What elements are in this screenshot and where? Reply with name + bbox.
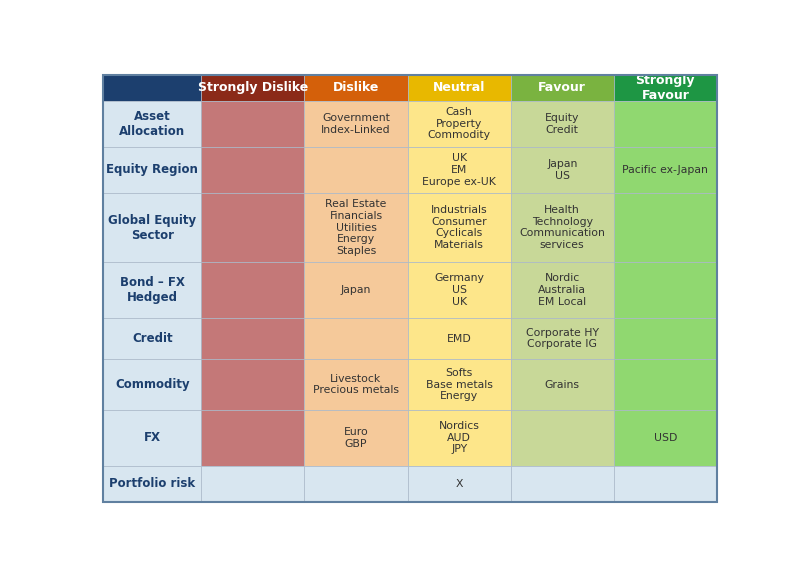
Bar [202, 466, 305, 502]
Text: Corporate HY
Corporate IG: Corporate HY Corporate IG [526, 328, 598, 349]
Text: Neutral: Neutral [433, 81, 486, 94]
Bar [510, 410, 614, 466]
Bar [103, 193, 202, 263]
Bar [614, 263, 717, 317]
Text: Bond – FX
Hedged: Bond – FX Hedged [120, 276, 185, 304]
Bar [202, 263, 305, 317]
Bar [305, 147, 407, 193]
Bar [614, 147, 717, 193]
Bar [202, 193, 305, 263]
Text: Japan: Japan [341, 285, 371, 295]
Bar [407, 147, 510, 193]
Text: Japan
US: Japan US [547, 159, 578, 181]
Text: Portfolio risk: Portfolio risk [109, 478, 195, 491]
Text: Euro
GBP: Euro GBP [344, 427, 368, 448]
Bar [103, 263, 202, 317]
Bar [202, 101, 305, 147]
Text: Real Estate
Financials
Utilities
Energy
Staples: Real Estate Financials Utilities Energy … [326, 200, 386, 256]
Bar [305, 410, 407, 466]
Bar [407, 317, 510, 359]
Bar [510, 263, 614, 317]
Bar [103, 317, 202, 359]
Text: Credit: Credit [132, 332, 173, 345]
Bar [614, 359, 717, 410]
Bar [614, 193, 717, 263]
Bar [510, 317, 614, 359]
Text: Strongly Dislike: Strongly Dislike [198, 81, 308, 94]
Text: Global Equity
Sector: Global Equity Sector [108, 214, 196, 241]
Bar [305, 317, 407, 359]
Text: Dislike: Dislike [333, 81, 379, 94]
Bar [614, 466, 717, 502]
Text: USD: USD [654, 433, 677, 443]
Bar [202, 317, 305, 359]
Text: Nordic
Australia
EM Local: Nordic Australia EM Local [538, 273, 586, 307]
Bar [407, 263, 510, 317]
Text: FX: FX [144, 431, 161, 444]
Bar [103, 147, 202, 193]
Bar [103, 76, 202, 101]
Bar [305, 263, 407, 317]
Bar [103, 101, 202, 147]
Text: Germany
US
UK: Germany US UK [434, 273, 484, 307]
Bar [407, 359, 510, 410]
Bar [614, 101, 717, 147]
Text: Asset
Allocation: Asset Allocation [119, 110, 186, 138]
Bar [510, 147, 614, 193]
Bar [614, 410, 717, 466]
Bar [614, 317, 717, 359]
Bar [407, 193, 510, 263]
Bar [510, 193, 614, 263]
Text: Pacific ex-Japan: Pacific ex-Japan [622, 165, 708, 175]
Bar [103, 410, 202, 466]
Text: Government
Index-Linked: Government Index-Linked [321, 113, 390, 134]
Text: Grains: Grains [545, 380, 580, 390]
Bar [407, 410, 510, 466]
Text: Favour: Favour [538, 81, 586, 94]
Text: Equity
Credit: Equity Credit [545, 113, 579, 134]
Bar [407, 101, 510, 147]
Text: X: X [455, 479, 463, 489]
Text: Health
Technology
Communication
services: Health Technology Communication services [519, 205, 605, 250]
Text: EMD: EMD [446, 333, 471, 344]
Bar [305, 76, 407, 101]
Bar [202, 410, 305, 466]
Bar [510, 76, 614, 101]
Bar [305, 466, 407, 502]
Bar [103, 359, 202, 410]
Bar [407, 76, 510, 101]
Text: UK
EM
Europe ex-UK: UK EM Europe ex-UK [422, 153, 496, 186]
Text: Commodity: Commodity [115, 378, 190, 391]
Text: Cash
Property
Commodity: Cash Property Commodity [428, 107, 490, 140]
Bar [407, 466, 510, 502]
Bar [305, 359, 407, 410]
Text: Softs
Base metals
Energy: Softs Base metals Energy [426, 368, 493, 402]
Bar [614, 76, 717, 101]
Text: Industrials
Consumer
Cyclicals
Materials: Industrials Consumer Cyclicals Materials [430, 205, 487, 250]
Bar [305, 101, 407, 147]
Bar [202, 147, 305, 193]
Text: Equity Region: Equity Region [106, 164, 198, 176]
Bar [510, 466, 614, 502]
Bar [510, 359, 614, 410]
Text: Nordics
AUD
JPY: Nordics AUD JPY [438, 421, 479, 454]
Text: Strongly
Favour: Strongly Favour [635, 74, 695, 102]
Bar [202, 76, 305, 101]
Bar [103, 466, 202, 502]
Bar [510, 101, 614, 147]
Text: Livestock
Precious metals: Livestock Precious metals [313, 374, 399, 395]
Bar [305, 193, 407, 263]
Bar [202, 359, 305, 410]
